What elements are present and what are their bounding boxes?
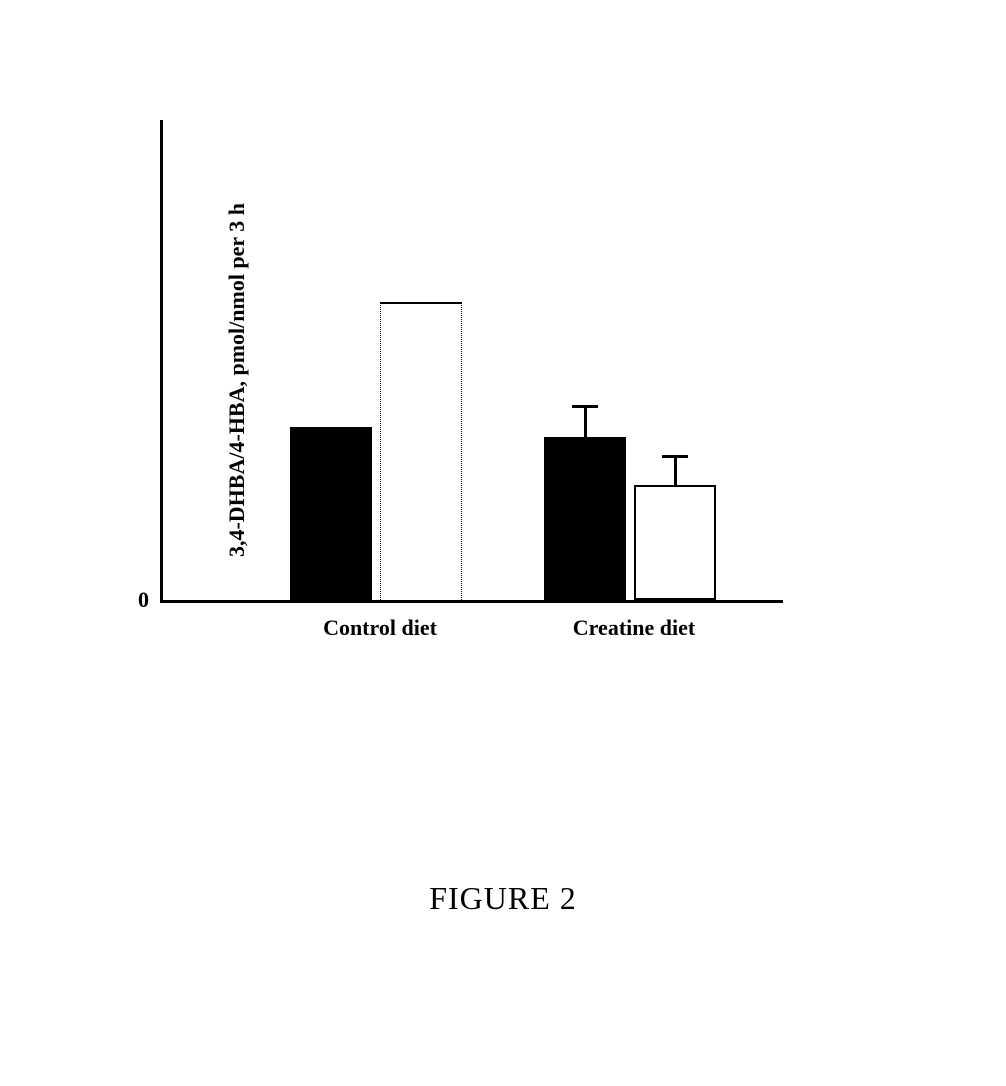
plot-area: 0 Control diet Creatine diet bbox=[160, 120, 783, 603]
error-bar-creatine-open bbox=[662, 455, 688, 487]
bar-control-filled bbox=[290, 427, 372, 600]
error-bar-creatine-filled bbox=[572, 405, 598, 437]
figure-caption: FIGURE 2 bbox=[429, 880, 577, 917]
y-tick-0: 0 bbox=[138, 587, 149, 613]
chart-container: 3,4-DHBA/4-HBA, pmol/nmol per 3 h 0 Cont… bbox=[120, 120, 820, 640]
x-label-control: Control diet bbox=[323, 615, 437, 641]
bar-control-open bbox=[380, 302, 462, 600]
x-label-creatine: Creatine diet bbox=[573, 615, 695, 641]
bar-creatine-open bbox=[634, 485, 716, 600]
bar-creatine-filled bbox=[544, 437, 626, 600]
